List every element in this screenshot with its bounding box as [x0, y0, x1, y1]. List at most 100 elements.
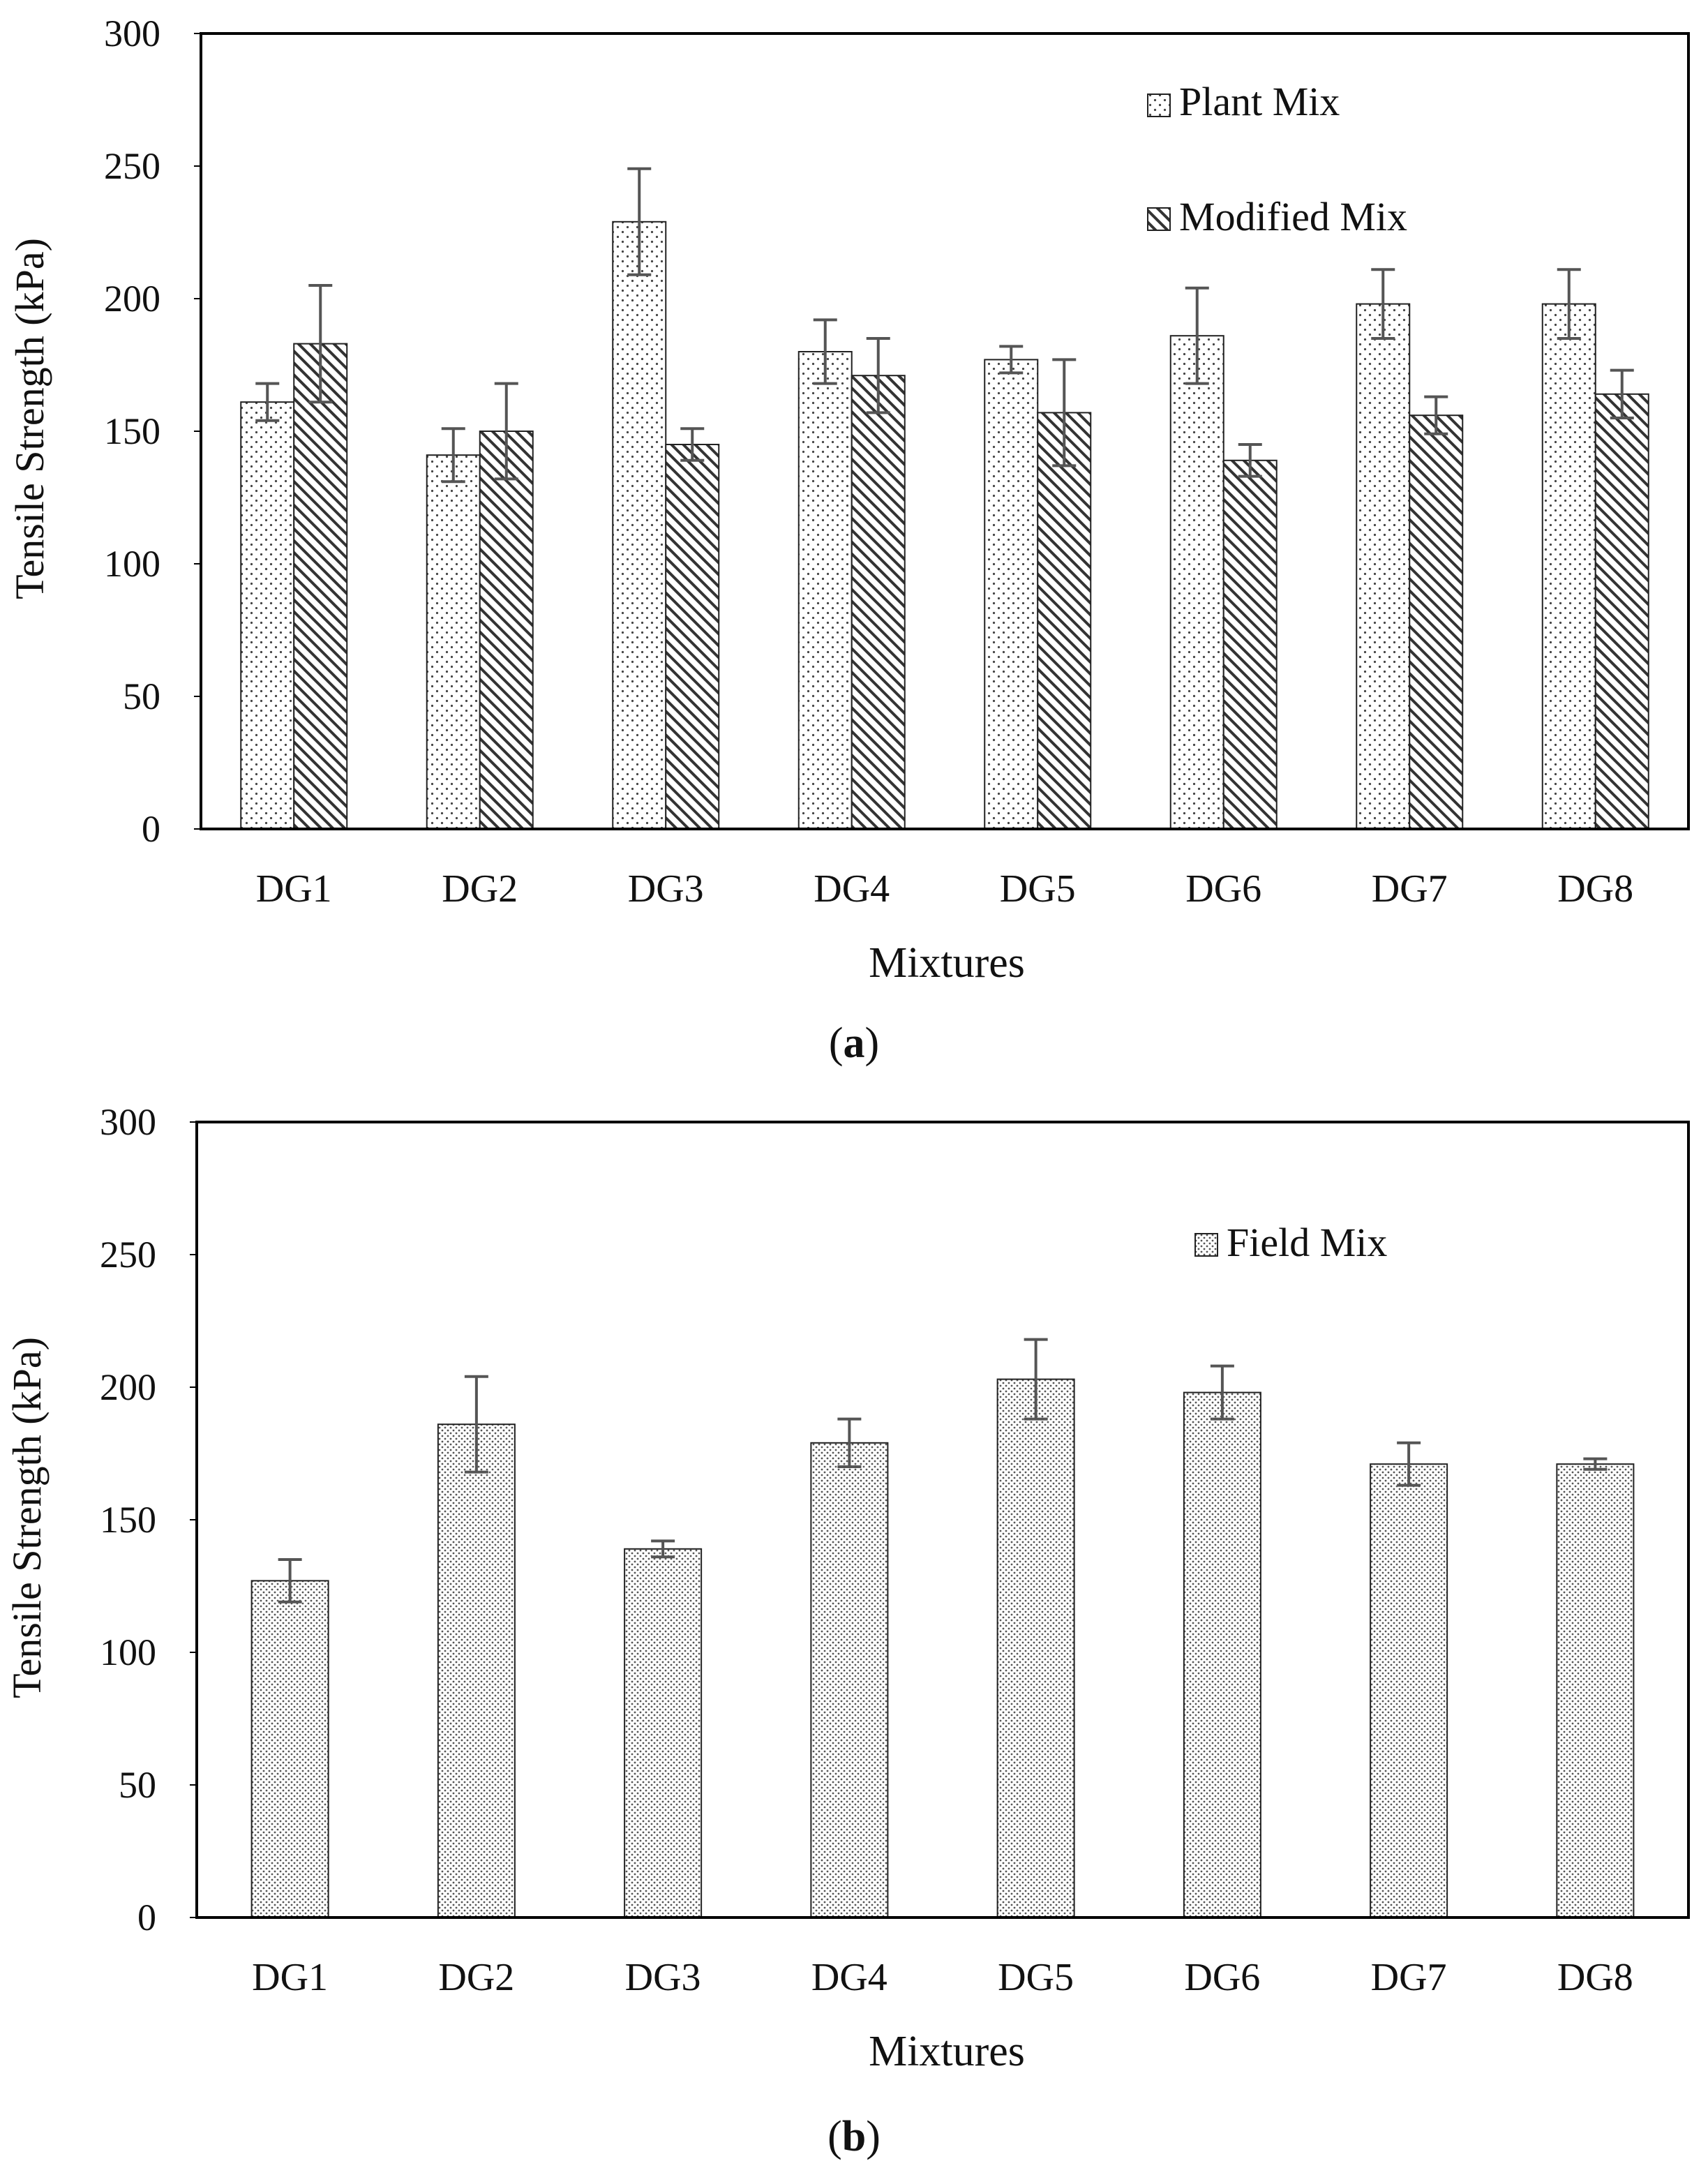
- error-bar-field-mix-dg3: [651, 1539, 675, 1559]
- error-bar-field-mix-dg7: [1397, 1441, 1421, 1487]
- error-bar-plant-mix-dg3: [627, 167, 652, 276]
- error-bar-plant-mix-dg5: [999, 345, 1024, 375]
- bar-plant-mix-dg1: [240, 401, 295, 830]
- bar-modified-mix-dg5: [1037, 412, 1092, 830]
- bar-modified-mix-dg6: [1222, 459, 1278, 830]
- panel-label-a: (a): [829, 1019, 879, 1067]
- y-tick-label: 250: [100, 1234, 156, 1276]
- legend-label-plant-mix: Plant Mix: [1179, 79, 1340, 124]
- error-bar-plant-mix-dg1: [255, 382, 280, 422]
- bar-plant-mix-dg6: [1169, 335, 1224, 830]
- error-bar-plant-mix-dg4: [813, 318, 837, 385]
- error-bar-modified-mix-dg3: [680, 427, 705, 462]
- error-bar-field-mix-dg4: [837, 1417, 862, 1468]
- x-tick-label: DG4: [814, 867, 890, 911]
- x-axis-label: Mixtures: [869, 939, 1025, 987]
- panel-letter: b: [842, 2113, 866, 2160]
- bar-modified-mix-dg2: [479, 431, 534, 830]
- y-tick-label: 150: [104, 410, 160, 452]
- y-tick-label: 150: [100, 1499, 156, 1541]
- error-bar-plant-mix-dg6: [1185, 286, 1209, 385]
- x-tick-label: DG3: [628, 867, 704, 911]
- y-tick-label: 50: [119, 1764, 156, 1806]
- error-bar-plant-mix-dg8: [1557, 268, 1581, 340]
- bar-plant-mix-dg3: [612, 220, 667, 830]
- y-tick-label: 300: [104, 13, 160, 54]
- y-tick-label: 200: [100, 1366, 156, 1408]
- x-tick-label: DG8: [1557, 1956, 1633, 1999]
- legend-swatch-field-mix: [1194, 1233, 1218, 1257]
- error-bar-modified-mix-dg1: [308, 284, 333, 404]
- x-axis-label: Mixtures: [869, 2028, 1025, 2075]
- bar-field-mix-dg3: [624, 1548, 703, 1919]
- y-tick-label: 300: [100, 1101, 156, 1143]
- legend: Plant Mix Modified Mix: [1147, 79, 1407, 239]
- x-tick-label: DG1: [256, 867, 332, 911]
- x-tick-label: DG4: [811, 1956, 887, 1999]
- error-bar-modified-mix-dg2: [494, 382, 518, 481]
- error-bar-plant-mix-dg2: [441, 427, 465, 484]
- bar-field-mix-dg2: [437, 1423, 516, 1918]
- plot-area: 0 50 100 150 200 250 300 DG1 DG2 DG3 DG4 DG5 DG6 DG7 D…: [104, 13, 1690, 911]
- chart-panel-a: Tensile Strength (kPa) Mixtures (a) 0 50 1…: [7, 13, 1690, 1067]
- x-tick-label: DG8: [1557, 867, 1633, 911]
- x-tick-label: DG6: [1185, 867, 1261, 911]
- bar-modified-mix-dg1: [293, 343, 348, 830]
- x-tick-label: DG5: [1000, 867, 1076, 911]
- bar-plant-mix-dg7: [1356, 303, 1411, 830]
- bar-modified-mix-dg3: [665, 444, 720, 830]
- x-tick-label: DG7: [1372, 867, 1448, 911]
- error-bar-field-mix-dg6: [1210, 1364, 1234, 1421]
- bar-plant-mix-dg8: [1541, 303, 1596, 830]
- y-tick-label: 0: [142, 808, 160, 850]
- x-tick-label: DG7: [1371, 1956, 1447, 1999]
- bar-field-mix-dg5: [996, 1378, 1075, 1918]
- x-tick-label: DG2: [438, 1956, 514, 1999]
- error-bar-modified-mix-dg8: [1610, 368, 1634, 419]
- bar-modified-mix-dg4: [851, 375, 906, 830]
- bar-plant-mix-dg2: [426, 454, 481, 830]
- x-tick-label: DG3: [625, 1956, 701, 1999]
- y-tick-label: 250: [104, 145, 160, 187]
- error-bar-field-mix-dg5: [1024, 1338, 1048, 1421]
- legend-swatch-plant-mix: [1147, 94, 1171, 117]
- bar-modified-mix-dg8: [1594, 393, 1649, 830]
- y-tick-label: 200: [104, 278, 160, 320]
- bar-field-mix-dg4: [810, 1442, 889, 1919]
- bar-field-mix-dg8: [1556, 1463, 1635, 1918]
- error-bar-field-mix-dg2: [464, 1375, 488, 1474]
- legend-swatch-modified-mix: [1147, 207, 1171, 231]
- x-tick-label: DG1: [252, 1956, 328, 1999]
- error-bar-modified-mix-dg4: [866, 337, 890, 414]
- error-bar-field-mix-dg8: [1583, 1457, 1608, 1471]
- legend-label-field-mix: Field Mix: [1227, 1220, 1387, 1265]
- y-tick-label: 0: [137, 1897, 156, 1938]
- panel-label-b: (b): [827, 2113, 881, 2160]
- bar-field-mix-dg7: [1370, 1463, 1448, 1918]
- error-bar-modified-mix-dg7: [1424, 395, 1448, 435]
- error-bar-plant-mix-dg7: [1371, 268, 1395, 340]
- legend-label-modified-mix: Modified Mix: [1179, 194, 1407, 239]
- plot-area: 0 50 100 150 200 250 300 DG1 DG2 DG3 DG4 DG5 DG6 DG7 D…: [100, 1101, 1690, 1999]
- y-axis-label: Tensile Strength (kPa): [4, 1337, 50, 1698]
- x-tick-label: DG2: [442, 867, 518, 911]
- chart-panel-b: Tensile Strength (kPa) Mixtures (b) 0 50 1…: [4, 1101, 1690, 2160]
- panel-letter: a: [844, 1019, 865, 1067]
- y-tick-label: 100: [104, 543, 160, 585]
- y-tick-label: 100: [100, 1631, 156, 1673]
- y-tick-label: 50: [123, 675, 160, 717]
- x-tick-label: DG5: [998, 1956, 1074, 1999]
- error-bar-field-mix-dg1: [278, 1558, 302, 1603]
- bar-plant-mix-dg4: [797, 351, 853, 830]
- plot-frame: [200, 32, 1690, 830]
- error-bar-modified-mix-dg5: [1052, 358, 1077, 468]
- x-tick-label: DG6: [1184, 1956, 1260, 1999]
- bar-plant-mix-dg5: [984, 359, 1039, 830]
- legend: Field Mix: [1194, 1220, 1387, 1265]
- plot-frame: [195, 1121, 1690, 1919]
- bar-field-mix-dg6: [1183, 1391, 1261, 1918]
- y-axis-label: Tensile Strength (kPa): [7, 238, 52, 599]
- bar-modified-mix-dg7: [1409, 414, 1464, 830]
- bar-field-mix-dg1: [250, 1580, 329, 1918]
